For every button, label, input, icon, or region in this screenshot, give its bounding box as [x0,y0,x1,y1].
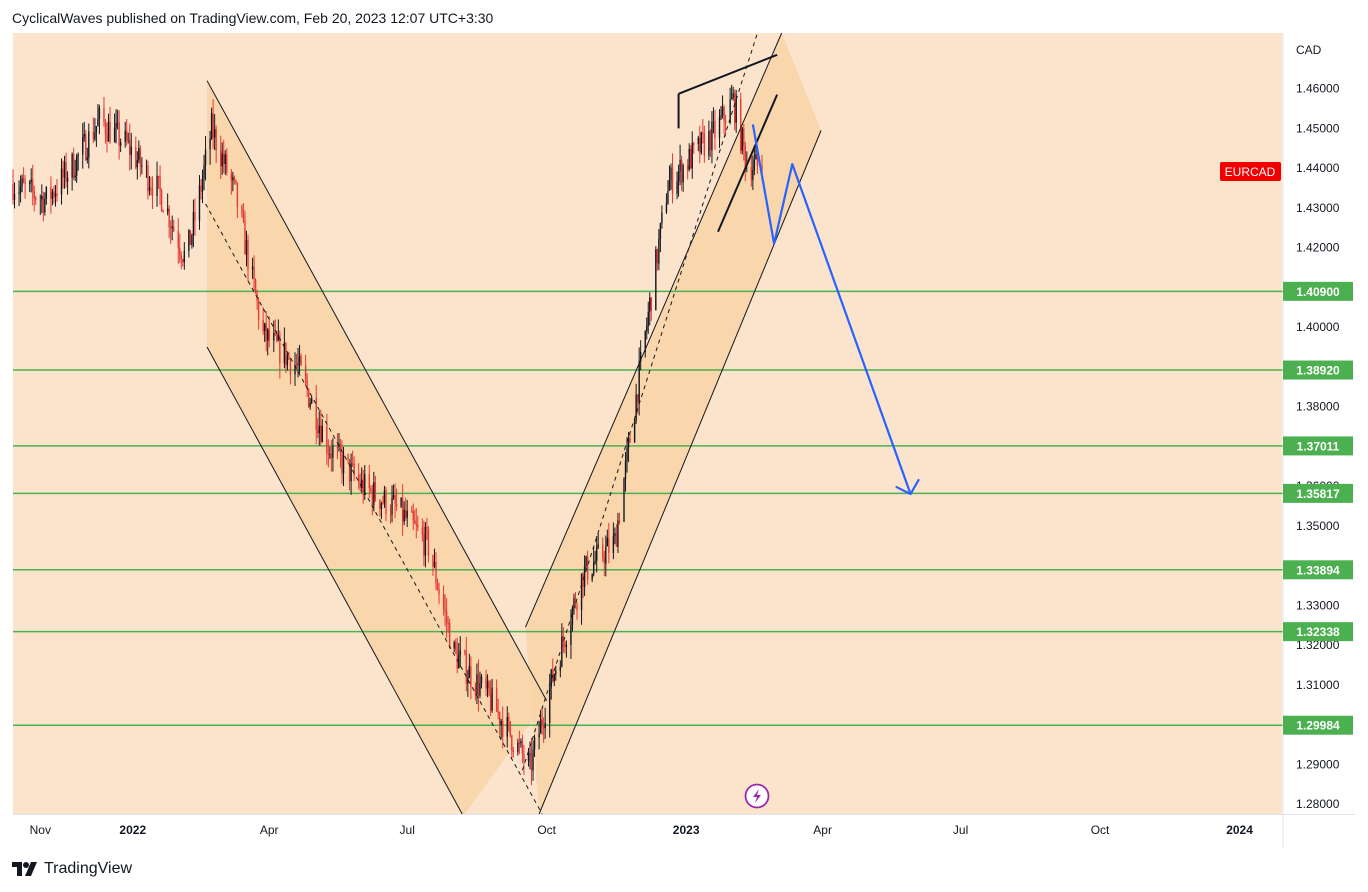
level-label: 1.37011 [1297,439,1340,453]
time-tick-label: Apr [813,823,832,837]
time-tick-label: 2022 [119,823,146,837]
time-tick-label: Oct [1091,823,1110,837]
symbol-label: EURCAD [1225,165,1276,179]
level-label: 1.29984 [1296,719,1340,733]
projection-arrowhead [895,478,920,496]
time-tick-label: 2023 [673,823,700,837]
level-label: 1.38920 [1296,364,1340,378]
price-tick-label: 1.38000 [1296,400,1340,414]
up-channel-upper-line [524,32,783,628]
up-channel-fill [525,33,822,814]
symbol-badge: EURCAD [1220,162,1281,181]
level-label-box [1283,483,1353,503]
price-tick-label: 1.40000 [1296,320,1340,334]
publisher-header: CyclicalWaves published on TradingView.c… [12,10,494,26]
price-tick-label: 1.44000 [1296,161,1340,175]
level-label: 1.40900 [1296,285,1340,299]
trend-drawings [205,32,822,817]
down-channel-lower-line [206,346,464,817]
price-tick-label: 1.28000 [1296,797,1340,811]
level-label-box [1283,436,1353,456]
price-tick-label: 1.35000 [1296,519,1340,533]
brand-name: TradingView [44,860,133,877]
level-price-labels: 1.40900 1.38920 1.37011 1.35817 1.33894 1.323… [1283,281,1353,735]
down-channel-upper-line [206,80,548,701]
time-tick-label: Jul [953,823,968,837]
price-tick-label: 1.29000 [1296,757,1340,771]
price-tick-label: 1.33000 [1296,598,1340,612]
price-tick-label: 1.31000 [1296,678,1340,692]
time-tick-label: Nov [30,823,51,837]
price-tick-label: 1.43000 [1296,201,1340,215]
time-tick-label: 2024 [1226,823,1253,837]
price-tick-label: 1.32000 [1296,638,1340,652]
level-label: 1.33894 [1296,563,1340,577]
tradingview-logo-icon [12,862,37,876]
level-label-box [1283,622,1353,642]
price-axis-background [1283,33,1355,814]
currency-label: CAD [1296,43,1322,57]
time-tick-label: Apr [260,823,279,837]
level-label: 1.35817 [1296,487,1340,501]
time-axis-ticks: Nov 2022 Apr Jul Oct 2023 Apr Jul Oct 2024 [30,823,1254,837]
level-label-box [1283,281,1353,301]
flash-icon[interactable] [744,783,770,809]
price-tick-label: 1.46000 [1296,82,1340,96]
time-tick-label: Oct [537,823,556,837]
time-tick-label: Jul [400,823,415,837]
level-label-box [1283,715,1353,735]
price-tick-label: 1.42000 [1296,241,1340,255]
projection-line [751,124,912,495]
level-label: 1.32338 [1296,625,1340,639]
level-label-box [1283,360,1353,380]
pattern-line [717,94,779,233]
candles [12,84,763,786]
time-axis-background [13,815,1282,848]
level-label-box [1283,560,1353,580]
up-channel-mid-line [521,32,758,771]
support-resistance-levels [13,290,1283,726]
price-tick-label: 1.45000 [1296,121,1340,135]
footer-brand[interactable]: TradingView [12,860,132,878]
projection-path [751,124,920,496]
pattern-line [678,53,778,95]
